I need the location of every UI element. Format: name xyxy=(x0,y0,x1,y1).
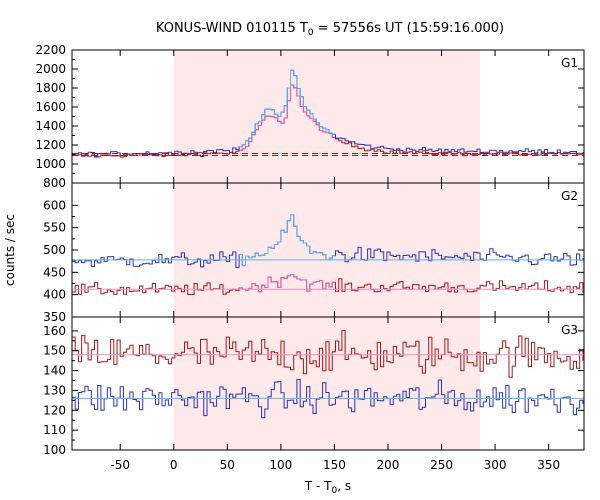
xtick-label-300: 300 xyxy=(484,458,507,472)
ytick-label-g3-140: 140 xyxy=(43,364,66,378)
ytick-label-g1-800: 800 xyxy=(43,176,66,190)
chart-title-sub: 0 xyxy=(308,28,314,38)
xtick-label-100: 100 xyxy=(269,458,292,472)
ytick-label-g3-100: 100 xyxy=(43,443,66,457)
ytick-label-g1-1800: 1800 xyxy=(35,81,66,95)
panel-label-g2: G2 xyxy=(561,189,578,203)
ytick-label-g1-1400: 1400 xyxy=(35,119,66,133)
ytick-label-g1-1200: 1200 xyxy=(35,138,66,152)
x-axis-label-main: T - T xyxy=(304,479,332,493)
overlay-red-g2 xyxy=(239,274,336,293)
series-red-g3 xyxy=(72,330,584,378)
ytick-label-g1-2000: 2000 xyxy=(35,62,66,76)
xtick-label-350: 350 xyxy=(537,458,560,472)
xtick-label-50: 50 xyxy=(220,458,235,472)
highlight-interval xyxy=(173,50,481,450)
xtick-label-0: 0 xyxy=(170,458,178,472)
overlay-blue-g2 xyxy=(239,214,336,267)
xtick-label-150: 150 xyxy=(323,458,346,472)
panel-label-g3: G3 xyxy=(561,323,578,337)
highlight-layer xyxy=(173,50,481,450)
ytick-label-g3-160: 160 xyxy=(43,324,66,338)
x-axis-label: T - T0, s xyxy=(304,479,351,496)
ytick-label-g1-1000: 1000 xyxy=(35,157,66,171)
ytick-label-g3-110: 110 xyxy=(43,423,66,437)
overlay-blue-g1 xyxy=(239,69,336,148)
ytick-label-g2-600: 600 xyxy=(43,198,66,212)
panel-g3 xyxy=(72,330,584,419)
ytick-label-g3-150: 150 xyxy=(43,344,66,358)
xtick-label-200: 200 xyxy=(377,458,400,472)
xtick-label--50: -50 xyxy=(110,458,130,472)
x-ticks-layer: -50 0 50 100 150 200 250 300 350 xyxy=(110,458,560,472)
ytick-label-g2-500: 500 xyxy=(43,243,66,257)
ytick-label-g2-400: 400 xyxy=(43,288,66,302)
series-blue-g3 xyxy=(72,378,584,419)
x-axis-label-sub: 0 xyxy=(332,486,338,496)
panel-g1 xyxy=(72,69,584,158)
ytick-label-g3-120: 120 xyxy=(43,403,66,417)
x-axis-label-rest: , s xyxy=(337,479,351,493)
ytick-label-g1-1600: 1600 xyxy=(35,100,66,114)
frame-layer: 800 1000 1200 1400 1600 1800 2000 2200 G1 400 450 5… xyxy=(35,43,585,457)
panel-label-g1: G1 xyxy=(561,56,578,70)
chart-title-main: KONUS-WIND 010115 T xyxy=(156,21,308,36)
ytick-label-g2-550: 550 xyxy=(43,221,66,235)
ytick-label-g3-130: 130 xyxy=(43,383,66,397)
frame-g3 xyxy=(71,316,585,451)
y-axis-label: counts / sec xyxy=(3,214,17,286)
xtick-label-250: 250 xyxy=(430,458,453,472)
ytick-label-g2-450: 450 xyxy=(43,265,66,279)
panels-layer xyxy=(72,69,584,419)
chart-title: KONUS-WIND 010115 T0 = 57556s UT (15:59:… xyxy=(156,21,504,38)
ytick-label-g3-top: 350 xyxy=(43,310,66,324)
ytick-label-g1-2200: 2200 xyxy=(35,43,66,57)
chart-title-rest: = 57556s UT (15:59:16.000) xyxy=(314,21,504,36)
panel-g2 xyxy=(72,214,584,296)
